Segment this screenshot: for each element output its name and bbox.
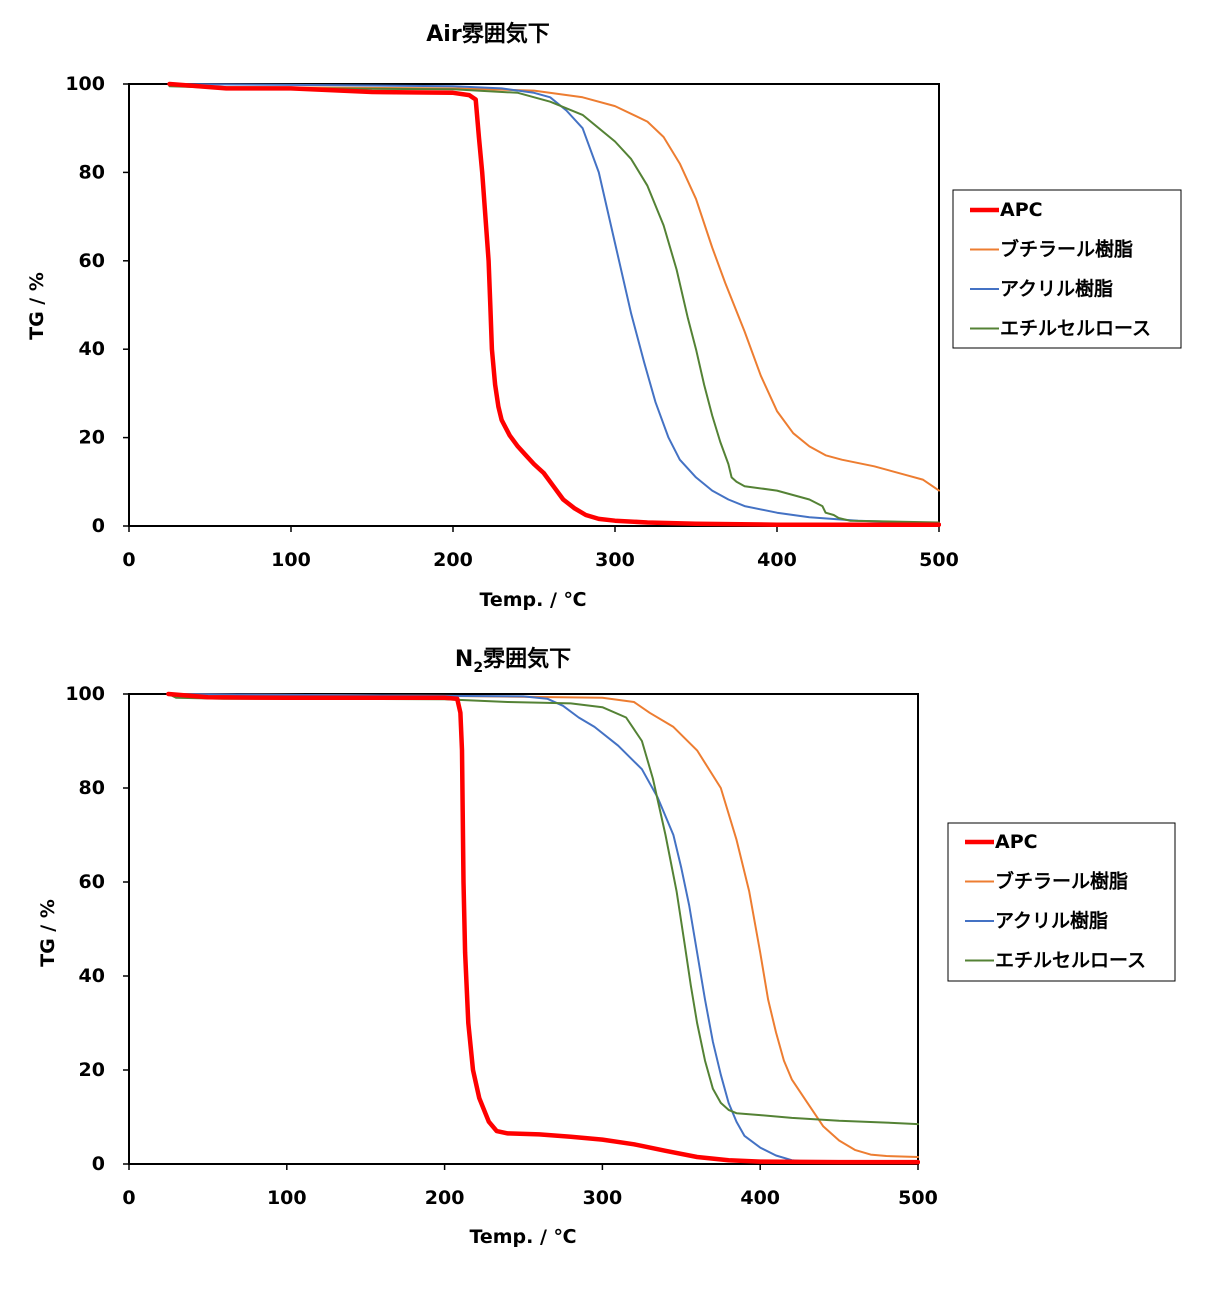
series-line-0 (166, 691, 920, 1165)
x-tick-label: 200 (433, 549, 473, 571)
plot-frame (128, 693, 919, 1165)
series-line-1 (167, 693, 919, 1158)
y-tick-label: 0 (92, 1153, 105, 1175)
x-tick-label: 0 (122, 549, 135, 571)
y-axis-label: TG / % (37, 899, 59, 967)
legend-label: ブチラール樹脂 (995, 870, 1128, 893)
x-axis-label: Temp. / ℃ (469, 1226, 576, 1248)
legend-label: ブチラール樹脂 (1000, 238, 1133, 261)
y-tick-label: 20 (79, 427, 105, 449)
title-rest: 雰囲気下 (483, 646, 571, 672)
y-tick-label: 20 (79, 1059, 105, 1081)
y-tick-label: 0 (92, 515, 105, 537)
legend-label: エチルセルロース (995, 950, 1146, 972)
x-tick-label: 500 (898, 1187, 938, 1209)
x-tick-label: 300 (583, 1187, 623, 1209)
series-line-2 (167, 693, 919, 1163)
legend-box (947, 822, 1176, 982)
series-line-0 (167, 81, 941, 527)
chart-n2: N2雰囲気下 0 100 200 300 400 500 0 20 40 60 80 100 Temp… (37, 646, 1176, 1248)
y-tick-label: 40 (79, 338, 105, 360)
series-line-3 (167, 693, 919, 1126)
title-part-n: N (455, 647, 473, 672)
chart-title: Air雰囲気下 (426, 21, 549, 47)
chart-air: Air雰囲気下 0 100 200 300 400 500 0 20 40 60 80 100 Tem… (26, 21, 1182, 611)
x-tick-label: 400 (740, 1187, 780, 1209)
y-tick-label: 60 (79, 250, 105, 272)
x-tick-label: 300 (595, 549, 635, 571)
y-tick-label: 100 (65, 683, 105, 705)
y-tick-label: 100 (65, 73, 105, 95)
title-subscript: 2 (473, 660, 483, 676)
series-line-2 (168, 83, 940, 525)
x-tick-label: 0 (122, 1187, 135, 1209)
y-tick-label: 40 (79, 965, 105, 987)
y-tick-label: 80 (79, 161, 105, 183)
series-line-1 (168, 83, 940, 492)
chart-title: N2雰囲気下 (455, 646, 571, 676)
series-line-3 (168, 85, 940, 524)
legend-label: エチルセルロース (1000, 318, 1151, 340)
y-axis-label: TG / % (26, 272, 48, 340)
legend-label: APC (1000, 199, 1043, 221)
x-tick-label: 500 (919, 549, 959, 571)
legend-box (952, 189, 1182, 349)
plot-area: 0 100 200 300 400 500 0 20 40 60 80 100 (65, 683, 938, 1209)
x-tick-label: 200 (425, 1187, 465, 1209)
plot-area: 0 100 200 300 400 500 0 20 40 60 80 100 (65, 73, 959, 571)
x-tick-label: 100 (271, 549, 311, 571)
x-axis-label: Temp. / ℃ (479, 589, 586, 611)
x-tick-label: 100 (267, 1187, 307, 1209)
legend-label: APC (995, 831, 1038, 853)
x-tick-label: 400 (757, 549, 797, 571)
y-tick-label: 80 (79, 777, 105, 799)
legend-label: アクリル樹脂 (995, 909, 1108, 932)
legend-label: アクリル樹脂 (1000, 277, 1113, 300)
plot-frame (128, 83, 940, 527)
y-tick-label: 60 (79, 871, 105, 893)
